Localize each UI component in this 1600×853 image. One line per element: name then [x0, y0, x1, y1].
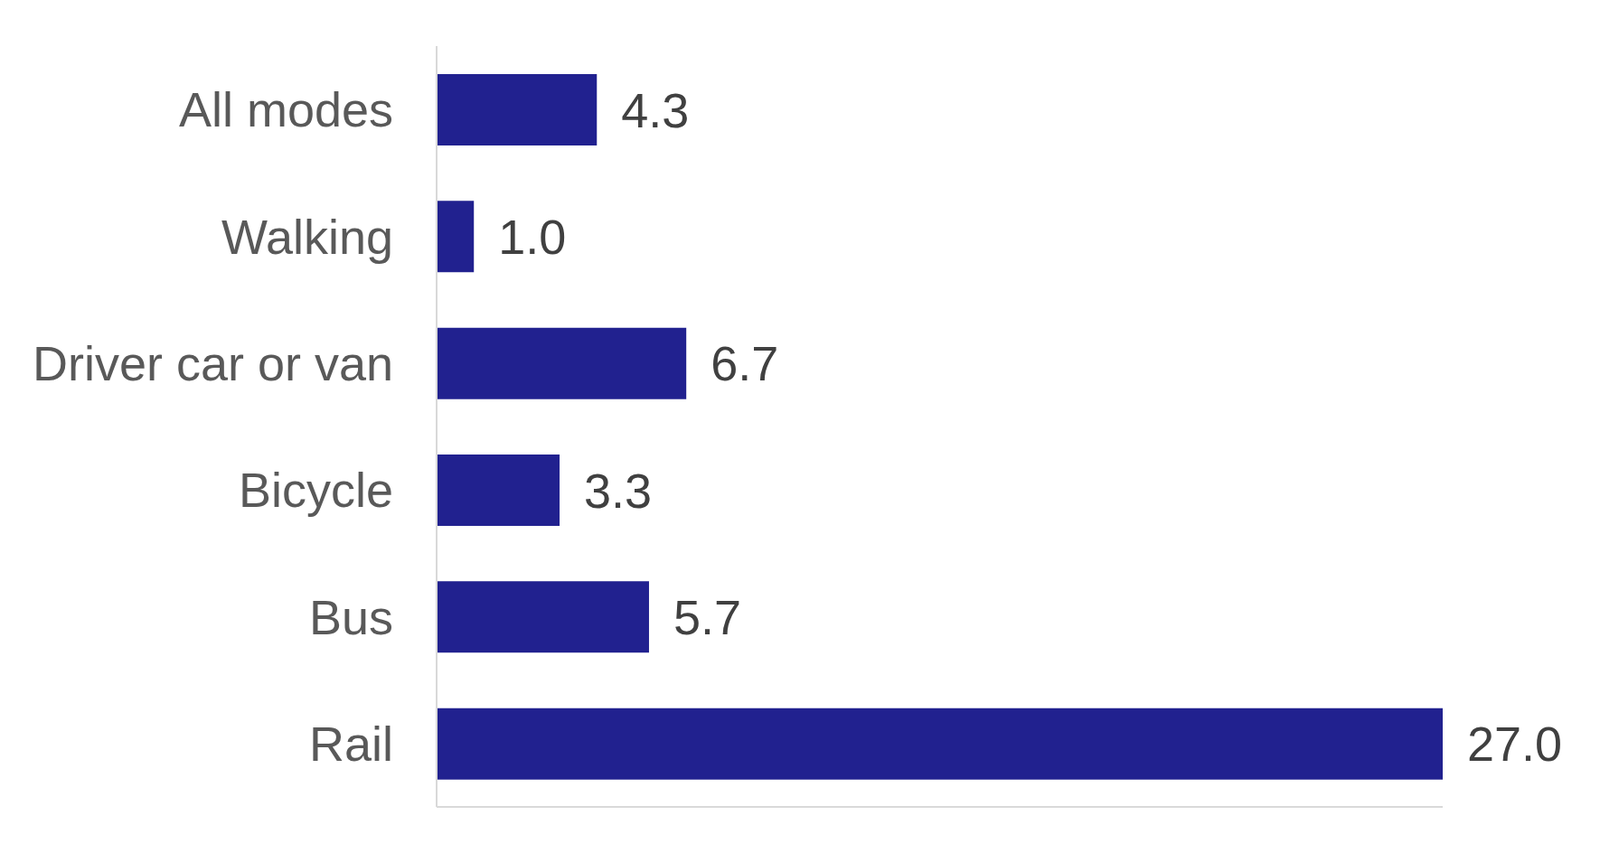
- svg-text:Driver car or van: Driver car or van: [32, 336, 394, 391]
- svg-text:6.7: 6.7: [710, 336, 779, 391]
- svg-text:3.3: 3.3: [583, 463, 652, 518]
- svg-text:Walking: Walking: [221, 209, 394, 264]
- svg-text:1.0: 1.0: [498, 209, 566, 264]
- svg-text:5.7: 5.7: [673, 590, 742, 645]
- svg-text:Rail: Rail: [309, 716, 394, 772]
- svg-text:4.3: 4.3: [621, 83, 689, 138]
- svg-text:Bus: Bus: [309, 590, 394, 645]
- svg-text:All modes: All modes: [178, 82, 394, 137]
- svg-text:Bicycle: Bicycle: [238, 462, 394, 518]
- svg-text:27.0: 27.0: [1467, 716, 1563, 772]
